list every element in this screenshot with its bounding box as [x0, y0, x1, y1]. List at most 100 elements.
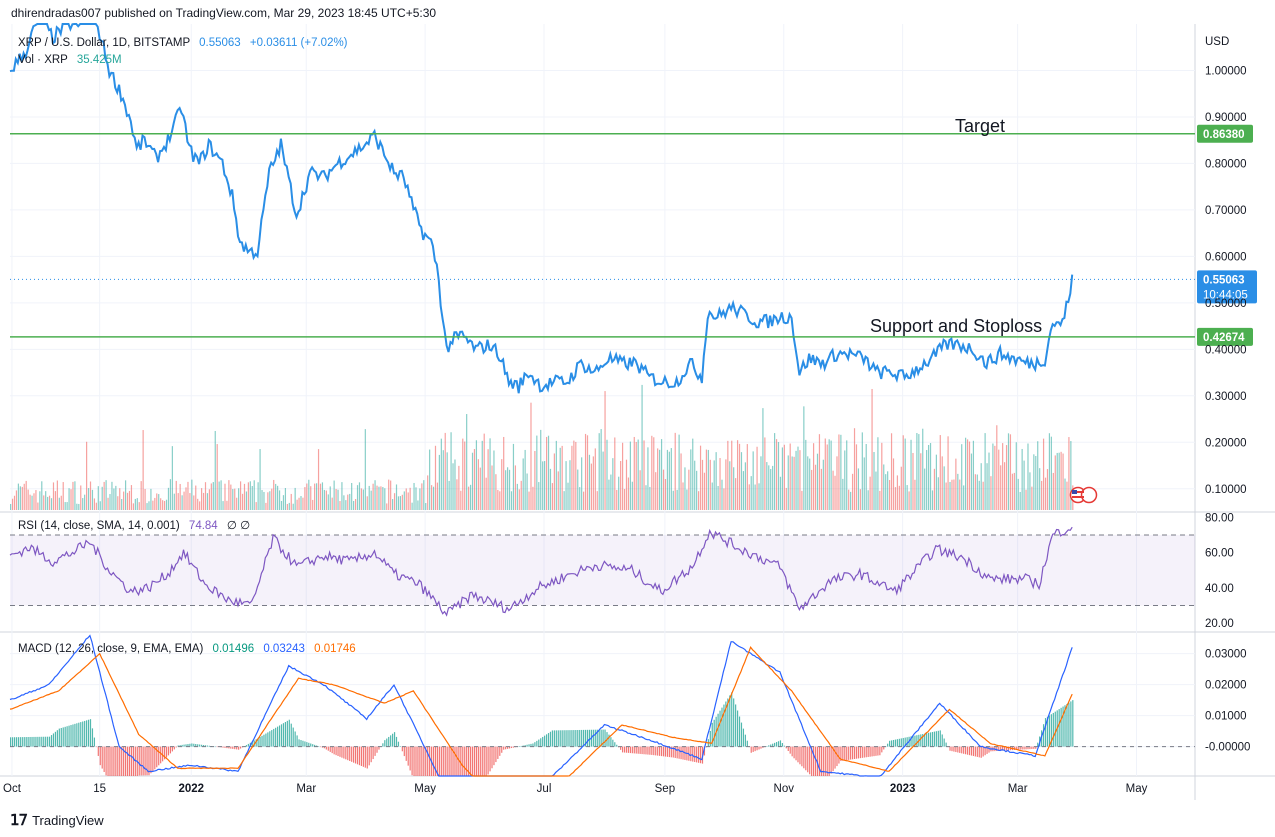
volume-bar — [140, 481, 142, 510]
macd-hist-bar — [779, 740, 782, 747]
macd-hist-bar — [181, 744, 183, 747]
volume-bar — [263, 491, 265, 510]
volume-bar — [413, 482, 415, 510]
macd-hist-bar — [72, 724, 74, 747]
macd-hist-bar — [364, 746, 366, 768]
level-lines[interactable]: 0.86380 0.42674 0.55063 10:44:05 — [10, 124, 1257, 346]
volume-bar — [284, 488, 287, 510]
macd-hist-bar — [692, 746, 694, 762]
macd-hist-bar — [647, 746, 649, 755]
volume-bar — [407, 492, 409, 510]
volume-bar — [951, 479, 953, 510]
macd-hist-bar — [1052, 712, 1054, 747]
volume-bar — [368, 485, 370, 510]
volume-bar — [604, 391, 606, 510]
volume-bar — [900, 466, 902, 510]
volume-bar — [553, 453, 555, 510]
macd-hist-bar — [124, 746, 127, 776]
volume-bar — [241, 493, 244, 510]
volume-bar — [832, 470, 834, 510]
volume-bar — [649, 486, 651, 510]
volume-bar — [10, 503, 12, 510]
volume-bar — [101, 486, 103, 510]
volume-bar — [119, 488, 121, 510]
volume-bar — [764, 437, 766, 510]
price-axis[interactable]: 0.10000 0.20000 0.30000 0.40000 0.50000 0.600… — [1205, 65, 1250, 753]
volume-bar — [581, 457, 583, 510]
volume-bar — [573, 440, 575, 510]
support-line-tag[interactable] — [1197, 327, 1253, 346]
macd-hist-bar — [865, 746, 867, 758]
macd-hist-bar — [473, 746, 476, 776]
volume-bar — [1052, 472, 1054, 510]
price-tick-label: 0.80000 — [1205, 158, 1247, 170]
macd-hist-bar — [538, 739, 540, 747]
volume-bar — [532, 486, 534, 510]
macd-hist-bar — [477, 746, 479, 776]
volume-bar — [473, 449, 476, 510]
volume-bar — [440, 438, 442, 510]
volume-bar — [80, 485, 82, 510]
volume-bar — [82, 498, 84, 510]
x-tick-label: May — [1126, 783, 1148, 795]
volume-bar — [659, 449, 661, 510]
volume-bar — [21, 486, 23, 510]
macd-hist-bar — [206, 745, 209, 747]
time-axis[interactable]: Oct 15 2022 Mar May Jul Sep Nov 2023 Mar May — [3, 783, 1148, 795]
volume-bar — [1066, 481, 1068, 510]
macd-hist-bar — [374, 746, 376, 756]
volume-bar — [1002, 443, 1004, 510]
volume-bar — [647, 447, 649, 510]
volume-bar — [411, 502, 413, 510]
macd-hist-bar — [263, 734, 265, 747]
volume-bar — [353, 500, 355, 510]
volume-bar — [812, 443, 815, 510]
macd-hist-bar — [466, 746, 468, 776]
macd-hist-bar — [236, 746, 238, 750]
macd-hist-bar — [524, 745, 526, 747]
last-price-tag[interactable] — [1197, 270, 1257, 304]
macd-hist-bar — [631, 746, 633, 754]
volume-bar — [91, 489, 94, 510]
volume-bar — [214, 430, 216, 510]
volume-bar — [752, 451, 754, 510]
us-flag-icon[interactable] — [1069, 486, 1098, 504]
macd-hist-bar — [393, 732, 396, 747]
volume-bar — [549, 468, 552, 510]
macd-hist-bar — [315, 745, 318, 747]
x-tick-label: 2023 — [890, 783, 916, 795]
macd-hist-bar — [341, 746, 343, 758]
macd-hist-bar — [27, 737, 29, 747]
target-line-tag[interactable] — [1197, 124, 1253, 143]
support-annotation[interactable]: Support and Stoploss — [870, 316, 1042, 336]
macd-hist-bar — [834, 746, 836, 769]
volume-bar — [460, 490, 462, 510]
volume-bar — [401, 494, 403, 510]
macd-hist-bar — [1007, 746, 1010, 751]
macd-tick-label: 0.01000 — [1205, 711, 1247, 723]
volume-bar — [105, 480, 107, 510]
macd-hist-bar — [678, 746, 680, 759]
macd-hist-bar — [15, 737, 18, 747]
volume-bar — [1021, 448, 1023, 510]
volume-bar — [505, 470, 507, 510]
volume-bar — [811, 469, 813, 510]
volume-bar — [963, 485, 965, 510]
target-annotation[interactable]: Target — [955, 116, 1005, 136]
macd-hist-bar — [978, 746, 980, 758]
volume-bar — [906, 485, 908, 510]
macd-hist-bar — [423, 746, 425, 776]
volume-bar — [230, 484, 232, 510]
volume-bar — [768, 465, 770, 510]
macd-hist-bar — [920, 734, 922, 747]
volume-bar — [489, 438, 491, 510]
volume-bar — [501, 459, 503, 510]
macd-hist-bar — [91, 728, 94, 747]
brand[interactable]: 𝟣𝟩 TradingView — [10, 811, 104, 829]
volume-bar — [707, 449, 709, 510]
macd-hist-bar — [877, 746, 879, 756]
volume-bar — [916, 433, 918, 510]
volume-bar — [692, 438, 694, 510]
macd-hist-bar — [97, 746, 99, 756]
